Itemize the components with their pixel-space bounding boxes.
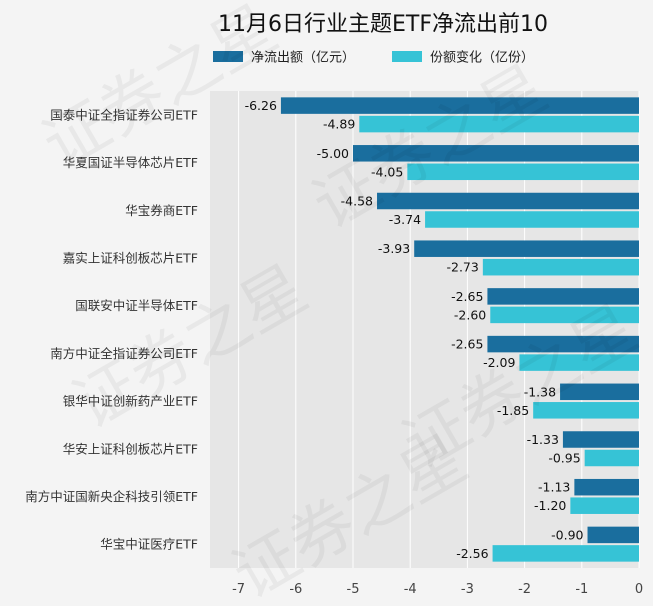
data-label: -2.60	[454, 307, 486, 322]
data-label: -2.73	[447, 260, 479, 275]
category-label: 南方中证国新央企科技引领ETF	[25, 489, 198, 504]
category-label: 华夏国证半导体芯片ETF	[63, 155, 198, 170]
data-label: -1.20	[534, 498, 566, 513]
data-label: -1.13	[538, 480, 570, 495]
x-tick-label: -5	[347, 582, 360, 597]
x-tick-label: -4	[404, 582, 417, 597]
category-label: 国联安中证半导体ETF	[75, 298, 198, 313]
data-label: -1.38	[524, 384, 556, 399]
data-label: -4.05	[371, 164, 403, 179]
legend-label: 份额变化（亿份）	[430, 50, 534, 66]
category-label: 嘉实上证科创板芯片ETF	[63, 250, 198, 265]
legend-swatch	[392, 51, 422, 62]
x-axis-ticks: -7 -6 -5 -4 -3 -2 -1 0	[232, 582, 643, 597]
x-tick-label: -1	[575, 582, 588, 597]
bar-net-outflow	[280, 97, 639, 114]
data-label: -2.56	[456, 546, 488, 561]
bar-share-change	[490, 306, 639, 324]
x-tick-label: 0	[635, 582, 643, 597]
legend-swatch	[213, 51, 243, 62]
category-label: 南方中证全指证券公司ETF	[50, 346, 198, 361]
category-label: 华宝券商ETF	[125, 203, 198, 218]
bar-share-change	[492, 545, 639, 562]
bar-share-change	[425, 211, 639, 228]
data-label: -3.93	[378, 241, 410, 256]
bar-net-outflow	[487, 335, 639, 353]
bar-net-outflow	[377, 192, 639, 210]
category-labels: 国泰中证全指证券公司ETF 华夏国证半导体芯片ETF 华宝券商ETF 嘉实上证科创板芯…	[25, 107, 198, 551]
data-label: -4.58	[341, 194, 373, 209]
data-label: -1.85	[497, 403, 529, 418]
bar-net-outflow	[414, 240, 639, 257]
category-label: 银华中证创新药产业ETF	[63, 394, 198, 409]
x-tick-label: -3	[461, 582, 474, 597]
bar-net-outflow	[353, 145, 639, 162]
data-label: -4.89	[323, 117, 355, 132]
x-tick-label: -7	[232, 582, 245, 597]
data-label: -1.33	[527, 432, 559, 447]
legend-label: 净流出额（亿元）	[251, 51, 355, 66]
data-label: -2.09	[483, 355, 515, 370]
x-tick-label: -2	[518, 582, 531, 597]
bar-net-outflow	[574, 478, 639, 496]
category-label: 华宝中证医疗ETF	[100, 537, 198, 552]
bar-share-change	[359, 115, 639, 133]
category-label: 华安上证科创板芯片ETF	[63, 441, 198, 456]
bars-group: -6.26 -4.89 -5.00 -4.05 -4.58 -3.74 -3.93 -2.73…	[245, 97, 639, 562]
chart-title: 11月6日行业主题ETF净流出前10	[218, 12, 548, 37]
bar-share-change	[407, 163, 639, 181]
bar-net-outflow	[587, 526, 639, 544]
chart-legend: 净流出额（亿元） 份额变化（亿份）	[213, 50, 534, 66]
bar-share-change	[584, 449, 639, 467]
data-label: -2.65	[451, 289, 483, 304]
category-label: 国泰中证全指证券公司ETF	[50, 107, 198, 122]
data-label: -2.65	[451, 337, 483, 352]
bar-net-outflow	[560, 383, 639, 401]
data-label: -6.26	[245, 98, 277, 113]
bar-share-change	[519, 354, 639, 371]
bar-share-change	[570, 497, 639, 514]
x-tick-label: -6	[289, 582, 302, 597]
data-label: -0.90	[551, 527, 583, 542]
data-label: -0.95	[548, 451, 580, 466]
bar-net-outflow	[487, 288, 639, 305]
bar-net-outflow	[562, 431, 639, 448]
bar-share-change	[533, 402, 639, 419]
bar-share-change	[482, 258, 639, 276]
data-label: -5.00	[317, 146, 349, 161]
data-label: -3.74	[389, 212, 421, 227]
